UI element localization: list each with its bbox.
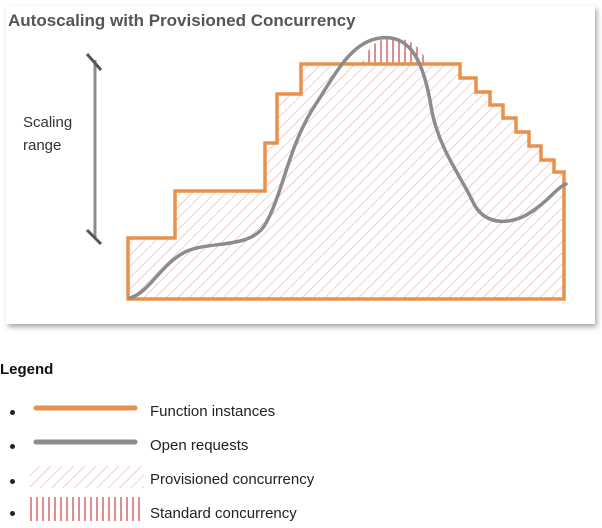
legend-label: Provisioned concurrency bbox=[150, 471, 315, 488]
orange-line-icon bbox=[33, 405, 138, 411]
bullet-icon bbox=[10, 444, 15, 449]
scaling-range-arrow bbox=[85, 53, 103, 246]
diagonal-hatch-icon bbox=[30, 466, 144, 488]
open-requests-line bbox=[128, 35, 568, 300]
bullet-icon bbox=[10, 410, 15, 415]
legend-label: Function instances bbox=[150, 403, 276, 420]
vertical-hatch-icon bbox=[30, 497, 144, 521]
provisioned-concurrency-area bbox=[128, 64, 564, 299]
legend-label: Standard concurrency bbox=[150, 505, 297, 522]
scaling-range-label: Scaling range bbox=[23, 114, 73, 154]
standard-concurrency-area bbox=[362, 38, 427, 64]
bullet-icon bbox=[10, 511, 15, 516]
diagram-title: Autoscaling with Provisioned Concurrency bbox=[8, 11, 356, 30]
function-instances-line bbox=[126, 62, 566, 301]
legend-item-standard-concurrency: Standard concurrency bbox=[0, 497, 602, 525]
legend-label: Open requests bbox=[150, 437, 249, 454]
legend-heading: Legend bbox=[0, 361, 54, 378]
legend-item-function-instances: Function instances bbox=[0, 400, 602, 428]
autoscaling-diagram bbox=[85, 35, 568, 301]
bullet-icon bbox=[10, 479, 15, 484]
legend-item-provisioned-concurrency: Provisioned concurrency bbox=[0, 466, 602, 494]
legend-item-open-requests: Open requests bbox=[0, 434, 602, 462]
gray-line-icon bbox=[33, 439, 138, 445]
